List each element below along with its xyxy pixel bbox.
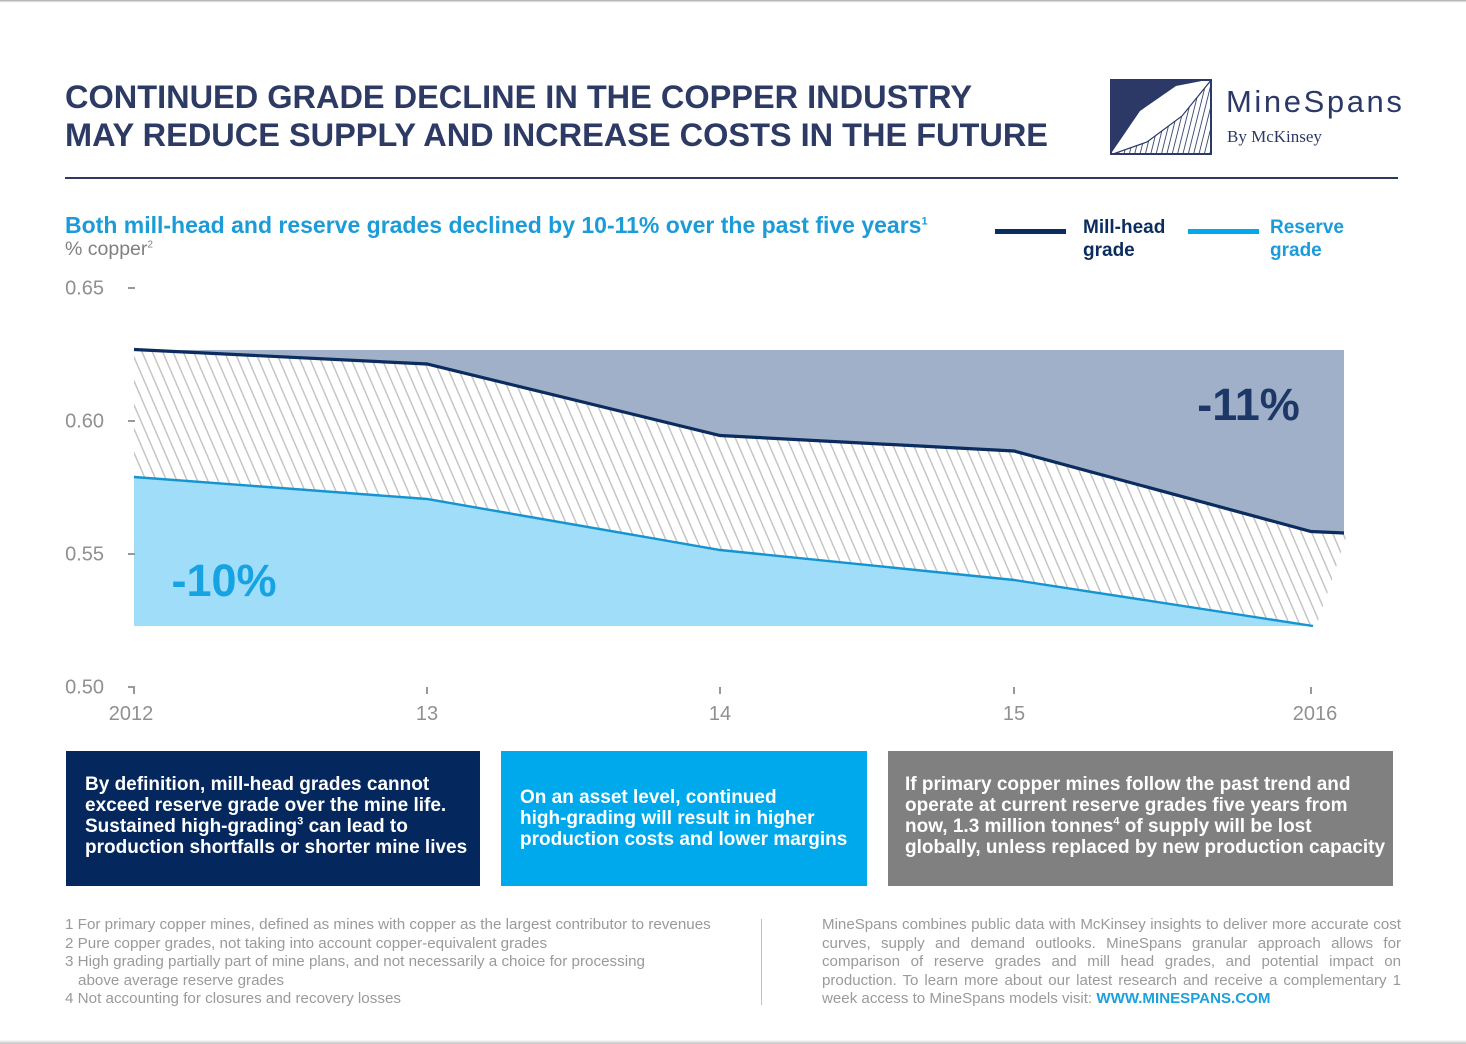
svg-text:14: 14 — [709, 703, 731, 725]
svg-text:15: 15 — [1003, 703, 1025, 725]
svg-text:-10%: -10% — [171, 555, 276, 606]
svg-text:0.50: 0.50 — [65, 677, 104, 699]
svg-text:0.65: 0.65 — [65, 278, 104, 300]
svg-text:0.55: 0.55 — [65, 544, 104, 566]
svg-text:-11%: -11% — [1197, 379, 1300, 430]
svg-text:0.60: 0.60 — [65, 411, 104, 433]
svg-text:13: 13 — [416, 703, 438, 725]
svg-text:2016: 2016 — [1293, 703, 1338, 725]
svg-text:2012: 2012 — [109, 703, 154, 725]
